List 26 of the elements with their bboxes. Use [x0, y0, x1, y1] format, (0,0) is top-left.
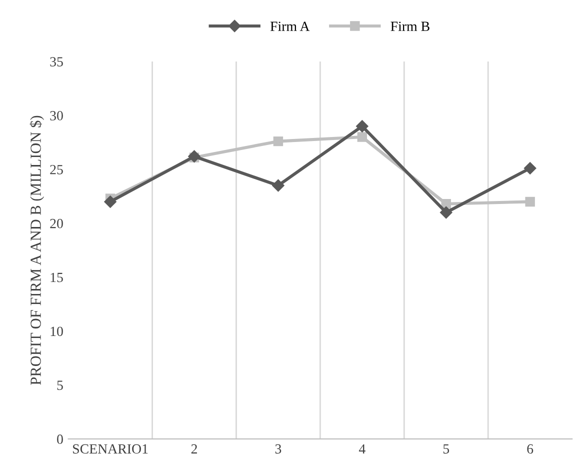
- point: [272, 179, 284, 192]
- y-tick-label: 15: [50, 272, 63, 282]
- legend-label: Firm A: [270, 22, 310, 31]
- y-axis-title: PROFIT OF FIRM A AND B (MILLION $): [30, 116, 44, 385]
- x-tick-label: 6: [527, 444, 534, 454]
- point: [104, 196, 116, 208]
- y-tick-label: 5: [57, 380, 63, 390]
- point: [273, 136, 284, 146]
- legend-label: Firm B: [390, 22, 430, 31]
- x-tick-label: 2: [191, 444, 197, 454]
- x-tick-label: 3: [275, 444, 282, 454]
- point: [357, 132, 368, 142]
- point: [525, 196, 535, 207]
- y-tick-label: 20: [50, 218, 63, 228]
- point: [188, 150, 200, 163]
- y-tick-label: 25: [50, 164, 63, 174]
- point: [356, 120, 368, 132]
- y-tick-label: 10: [50, 326, 63, 336]
- point: [440, 206, 452, 219]
- y-tick-label: 35: [50, 57, 63, 66]
- x-tick-label: SCENARIO1: [73, 444, 148, 454]
- x-tick-label: 5: [443, 444, 450, 454]
- point: [524, 162, 536, 174]
- x-tick-label: 4: [358, 444, 366, 454]
- y-tick-label: 30: [50, 111, 63, 120]
- y-tick-label: 0: [57, 434, 63, 444]
